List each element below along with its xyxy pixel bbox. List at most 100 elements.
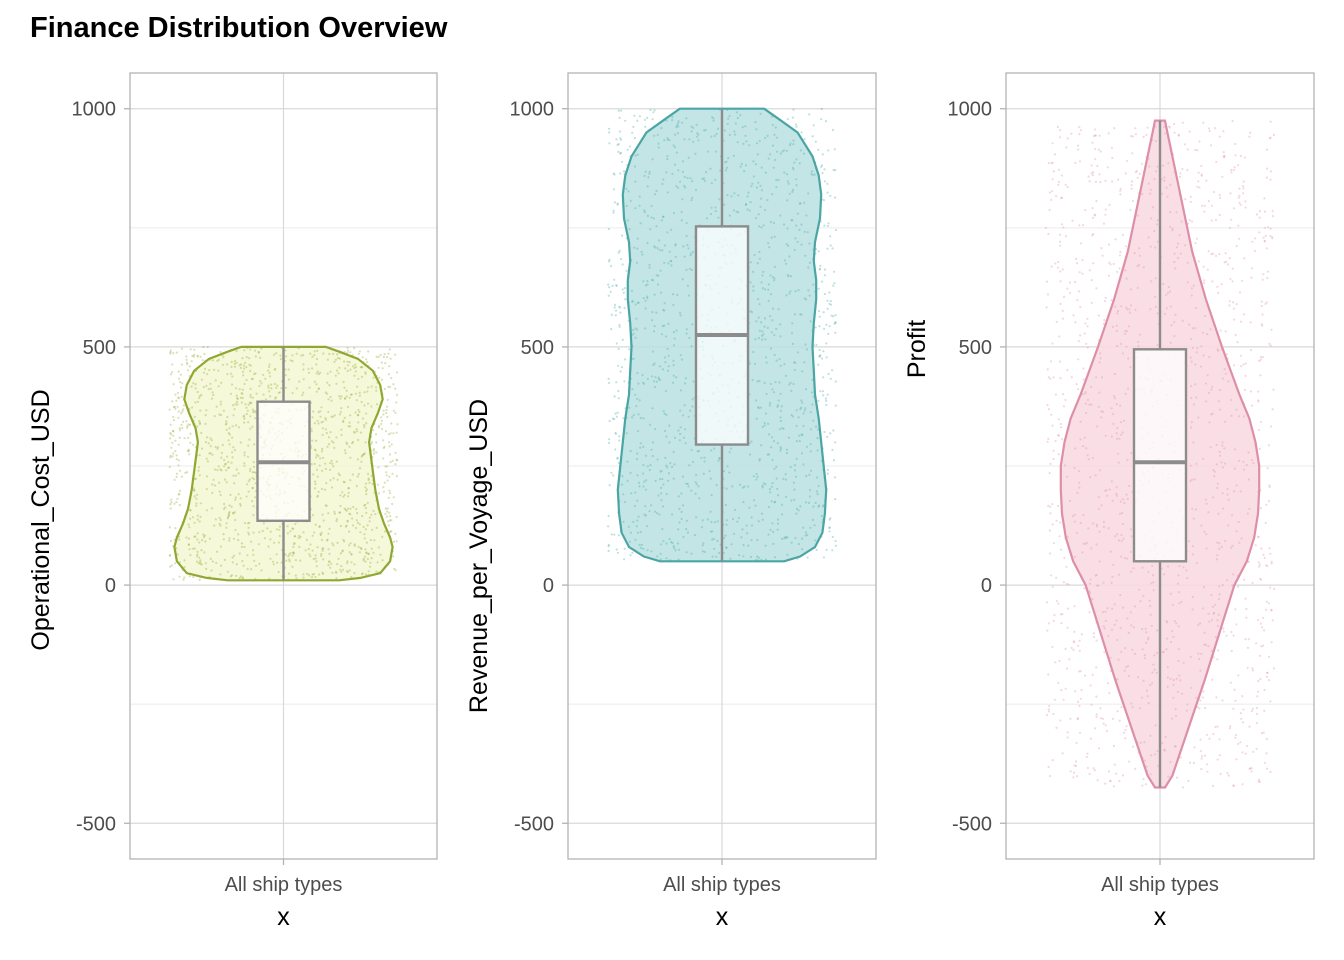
data-point	[365, 358, 368, 361]
data-point	[1108, 203, 1111, 207]
data-point	[233, 554, 236, 557]
chart-title: Finance Distribution Overview	[30, 12, 448, 44]
data-point	[1058, 360, 1061, 363]
data-point	[834, 404, 837, 407]
data-point	[253, 409, 256, 413]
data-point	[1088, 590, 1091, 593]
data-point	[1167, 565, 1170, 568]
data-point	[1206, 333, 1209, 336]
data-point	[640, 543, 644, 546]
data-point	[339, 504, 342, 508]
data-point	[309, 555, 312, 558]
data-point	[1167, 291, 1170, 294]
data-point	[241, 388, 244, 391]
data-point	[177, 410, 180, 413]
data-point	[656, 458, 659, 461]
data-point	[1203, 643, 1206, 647]
data-point	[1259, 356, 1262, 359]
data-point	[607, 543, 610, 547]
data-point	[1068, 281, 1071, 284]
data-point	[362, 525, 365, 529]
data-point	[249, 467, 252, 470]
data-point	[178, 436, 181, 439]
data-point	[781, 537, 784, 541]
data-point	[1118, 780, 1121, 783]
data-point	[711, 116, 714, 119]
data-point	[776, 528, 779, 531]
data-point	[224, 506, 227, 509]
data-point	[1127, 631, 1130, 635]
data-point	[761, 425, 764, 428]
data-point	[341, 549, 344, 552]
data-point	[1203, 279, 1206, 282]
data-point	[1212, 469, 1215, 472]
data-point	[663, 412, 666, 415]
data-point	[810, 172, 813, 175]
data-point	[770, 446, 773, 449]
data-point	[349, 393, 353, 396]
data-point	[1204, 382, 1208, 385]
data-point	[335, 369, 339, 372]
data-point	[1065, 667, 1069, 670]
data-point	[310, 430, 313, 433]
data-point	[188, 575, 191, 578]
data-point	[1132, 626, 1135, 629]
data-point	[1118, 267, 1121, 270]
data-point	[270, 387, 273, 390]
data-point	[337, 372, 340, 375]
data-point	[1205, 733, 1208, 737]
data-point	[1229, 277, 1232, 280]
data-point	[653, 109, 656, 112]
data-point	[1234, 734, 1238, 737]
data-point	[785, 451, 789, 455]
data-point	[1190, 337, 1193, 341]
data-point	[183, 559, 186, 562]
data-point	[792, 382, 795, 386]
data-point	[372, 448, 375, 451]
data-point	[1141, 648, 1144, 651]
data-point	[1079, 306, 1082, 309]
data-point	[666, 191, 669, 194]
data-point	[1098, 173, 1101, 176]
data-point	[1242, 415, 1245, 418]
data-point	[251, 500, 254, 503]
data-point	[188, 548, 191, 551]
data-point	[801, 370, 804, 373]
data-point	[267, 384, 270, 387]
data-point	[773, 265, 777, 268]
data-point	[1107, 770, 1110, 773]
data-point	[786, 274, 790, 277]
data-point	[819, 264, 822, 267]
data-point	[326, 381, 329, 384]
data-point	[737, 211, 740, 214]
data-point	[227, 439, 230, 442]
data-point	[1121, 774, 1125, 777]
data-point	[1057, 434, 1060, 437]
data-point	[311, 439, 314, 442]
data-point	[394, 353, 397, 356]
data-point	[790, 389, 793, 392]
data-point	[747, 191, 750, 194]
data-point	[616, 411, 619, 414]
data-point	[312, 410, 315, 413]
data-point	[268, 375, 272, 378]
data-point	[678, 439, 681, 442]
data-point	[170, 564, 174, 567]
data-point	[626, 460, 629, 463]
data-point	[675, 124, 679, 127]
data-point	[1198, 140, 1201, 143]
data-point	[1059, 422, 1062, 426]
data-point	[679, 389, 683, 392]
data-point	[621, 263, 624, 266]
data-point	[703, 460, 706, 463]
data-point	[755, 478, 758, 481]
data-point	[1156, 344, 1159, 347]
data-point	[818, 325, 821, 328]
data-point	[1232, 707, 1235, 710]
data-point	[186, 449, 189, 452]
data-point	[1249, 390, 1252, 393]
data-point	[1116, 437, 1119, 440]
data-point	[1123, 557, 1126, 560]
data-point	[1179, 679, 1182, 682]
data-point	[1263, 688, 1266, 692]
